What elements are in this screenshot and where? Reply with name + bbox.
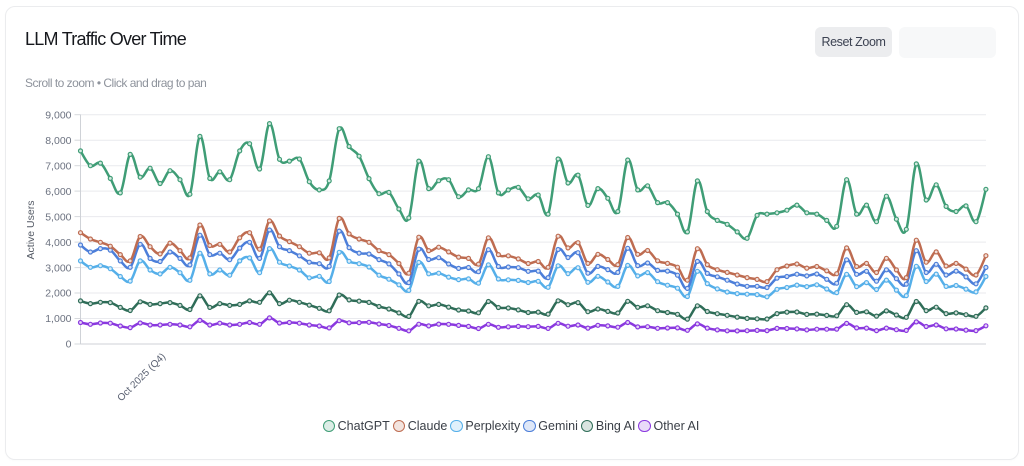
svg-text:8,000: 8,000	[45, 135, 71, 147]
svg-text:6,000: 6,000	[45, 186, 71, 198]
svg-text:9,000: 9,000	[45, 109, 71, 121]
svg-text:5,000: 5,000	[45, 211, 71, 223]
svg-text:1,000: 1,000	[45, 313, 71, 325]
svg-text:Active Users: Active Users	[25, 201, 37, 260]
svg-text:7,000: 7,000	[45, 160, 71, 172]
svg-text:0: 0	[66, 339, 72, 351]
svg-text:Oct 2025 (Q4): Oct 2025 (Q4)	[116, 351, 169, 404]
svg-text:3,000: 3,000	[45, 262, 71, 274]
svg-text:2,000: 2,000	[45, 288, 71, 300]
svg-text:4,000: 4,000	[45, 237, 71, 249]
